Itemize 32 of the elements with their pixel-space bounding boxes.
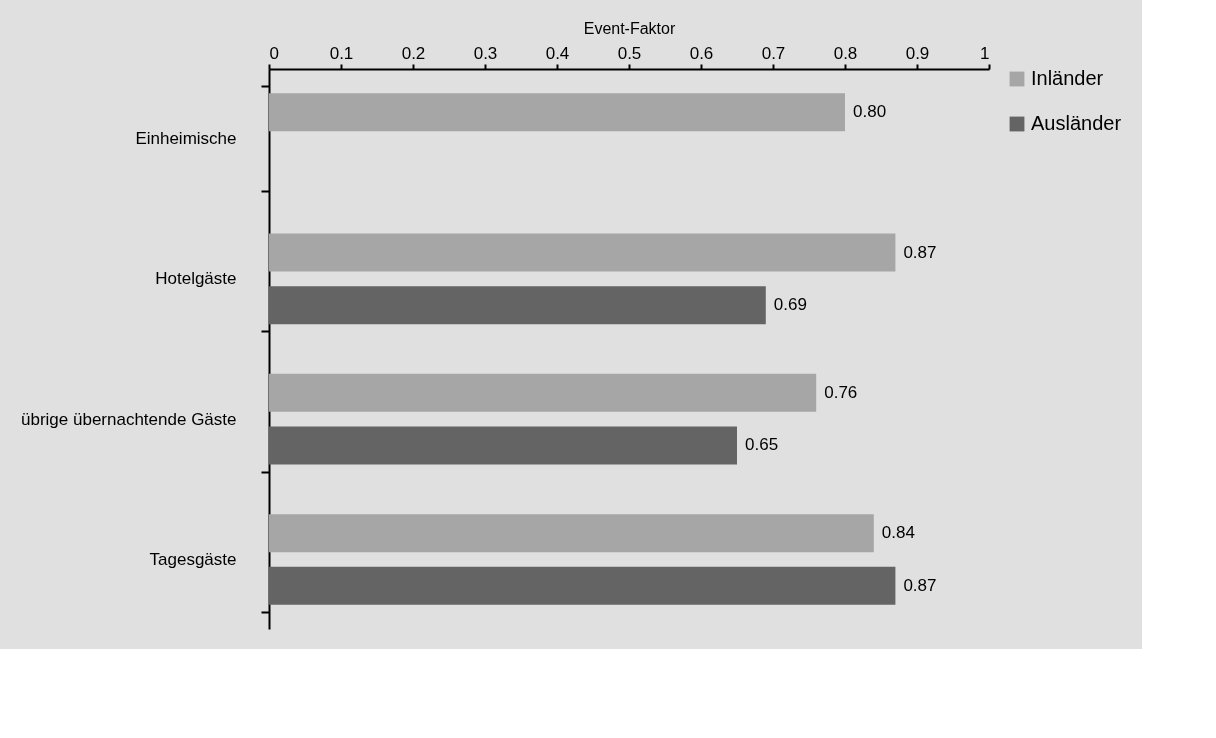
x-tick-label: 0.2 bbox=[401, 43, 426, 63]
y-tick-label: Tagesgäste bbox=[149, 550, 237, 570]
x-tick-label: 0.1 bbox=[329, 43, 354, 63]
y-tick-label: Hotelgäste bbox=[155, 269, 237, 289]
x-tick-label: 0.9 bbox=[905, 43, 930, 63]
data-label: 0.65 bbox=[745, 435, 779, 455]
y-tick-label: übrige übernachtende Gäste bbox=[21, 409, 237, 429]
data-label: 0.84 bbox=[881, 523, 915, 543]
data-label: 0.87 bbox=[903, 242, 937, 262]
y-tick-label: Einheimische bbox=[135, 128, 237, 148]
x-tick-label: 0 bbox=[269, 43, 279, 63]
data-label: 0.80 bbox=[853, 102, 887, 122]
x-tick-label: 1 bbox=[980, 43, 990, 63]
bar bbox=[269, 93, 845, 132]
bar bbox=[269, 426, 737, 465]
x-tick-label: 0.6 bbox=[689, 43, 714, 63]
bar bbox=[269, 566, 896, 605]
x-tick-label: 0.8 bbox=[833, 43, 858, 63]
data-label: 0.69 bbox=[773, 295, 807, 315]
legend-label: Inländer bbox=[1031, 67, 1104, 89]
x-tick-label: 0.4 bbox=[545, 43, 570, 63]
bar bbox=[269, 514, 874, 553]
x-tick-label: 0.3 bbox=[473, 43, 498, 63]
x-tick-label: 0.7 bbox=[761, 43, 786, 63]
bar bbox=[269, 373, 817, 412]
data-label: 0.87 bbox=[903, 575, 937, 595]
bar bbox=[269, 286, 766, 325]
x-tick-label: 0.5 bbox=[617, 43, 642, 63]
bar bbox=[269, 233, 896, 272]
x-axis-title: Event-Faktor bbox=[583, 19, 676, 37]
legend-label: Ausländer bbox=[1031, 112, 1122, 134]
data-label: 0.76 bbox=[824, 382, 858, 402]
